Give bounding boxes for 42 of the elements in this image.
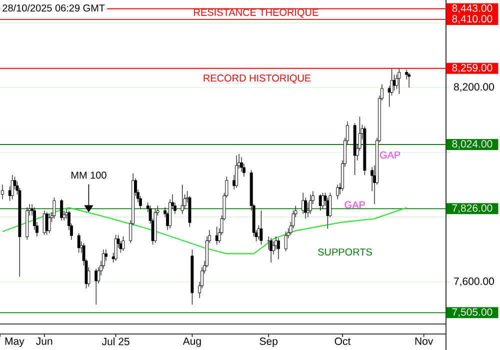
x-tick-label: Oct xyxy=(334,338,351,345)
candlestick xyxy=(168,198,172,229)
candlestick xyxy=(60,198,64,221)
candlestick xyxy=(308,194,312,214)
candlestick xyxy=(240,156,243,172)
candlestick xyxy=(180,184,184,214)
candlestick xyxy=(114,234,118,262)
ref-line-label: 7,505.00 xyxy=(452,308,492,317)
candlestick xyxy=(284,231,288,252)
candlestick xyxy=(398,68,401,94)
ref-line-label: 7,826.00 xyxy=(452,204,492,213)
x-tick-label: Sep xyxy=(260,338,278,348)
candlestick xyxy=(48,214,51,234)
annotation: 28/10/2025 06:29 GMT xyxy=(2,4,105,12)
x-tick-label: Jun xyxy=(36,338,52,345)
candlestick xyxy=(304,197,308,219)
candlestick xyxy=(260,210,263,245)
ref-line-label: 8,259.00 xyxy=(452,64,492,73)
candlestick xyxy=(52,197,56,219)
candlestick xyxy=(77,232,80,254)
annotation: SUPPORTS xyxy=(318,248,372,256)
x-tick-label: Nov xyxy=(415,338,434,345)
ref-line-label: 8,024.00 xyxy=(452,140,492,149)
candlestick xyxy=(235,155,238,188)
candlestick xyxy=(392,74,396,92)
annotation: GAP xyxy=(344,201,365,208)
y-tick-label: 7,600.00 xyxy=(454,278,494,286)
ref-line-label: 8,443.00 xyxy=(452,4,492,14)
ref-line-label: 8,410.00 xyxy=(452,15,492,24)
x-tick-label: May xyxy=(5,338,24,347)
candlestick xyxy=(336,184,340,200)
annotation: RESISTANCE THEORIQUE xyxy=(194,8,318,18)
candlestick xyxy=(408,72,411,88)
annotation: GAP xyxy=(380,151,400,159)
candlestick xyxy=(276,238,280,260)
annotation: RECORD HISTORIQUE xyxy=(204,74,311,84)
annotation: MM 100 xyxy=(71,172,106,179)
x-tick-label: Aug xyxy=(182,338,201,347)
y-tick-label: 8,200.00 xyxy=(454,83,494,92)
candlestick xyxy=(0,184,4,200)
candlestick xyxy=(270,238,273,263)
x-tick-label: Jul 25 xyxy=(102,338,130,346)
